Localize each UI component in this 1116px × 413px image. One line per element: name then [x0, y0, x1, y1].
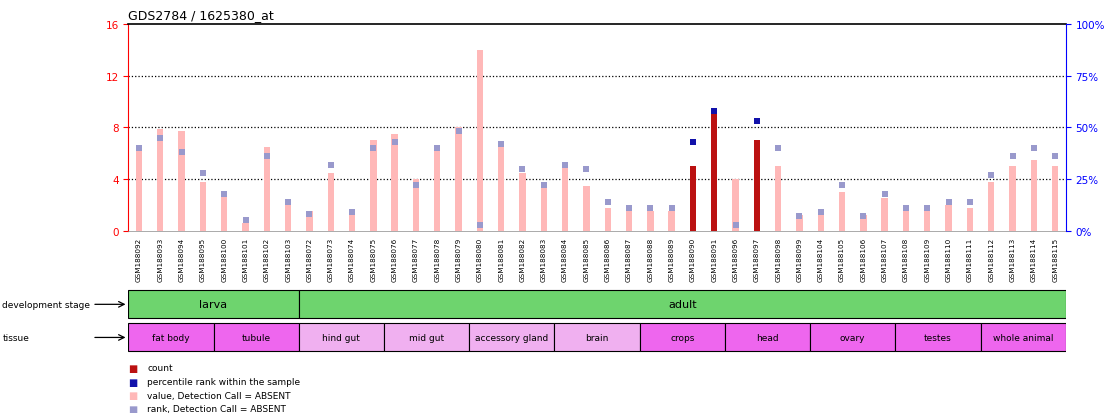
Bar	[299, 291, 1066, 318]
Bar	[434, 147, 441, 231]
Text: larva: larva	[200, 299, 228, 310]
Bar	[903, 212, 910, 231]
Bar	[924, 212, 931, 231]
Bar	[668, 212, 675, 231]
Bar	[711, 115, 718, 231]
Bar	[306, 212, 312, 231]
Bar	[895, 324, 981, 351]
Bar	[966, 208, 973, 231]
Bar	[519, 173, 526, 231]
Bar	[647, 212, 654, 231]
Bar	[221, 195, 228, 231]
Bar	[690, 167, 696, 231]
Text: crops: crops	[670, 333, 694, 342]
Text: ■: ■	[128, 404, 137, 413]
Bar	[128, 291, 299, 318]
Bar	[818, 212, 824, 231]
Text: ■: ■	[128, 363, 137, 373]
Bar	[775, 167, 781, 231]
Bar	[988, 182, 994, 231]
Bar	[349, 212, 355, 231]
Bar	[213, 324, 299, 351]
Bar	[639, 324, 725, 351]
Bar	[540, 186, 547, 231]
Bar	[371, 141, 376, 231]
Text: development stage: development stage	[2, 300, 90, 309]
Text: hind gut: hind gut	[323, 333, 360, 342]
Bar	[413, 180, 420, 231]
Bar	[498, 147, 504, 231]
Bar	[981, 324, 1066, 351]
Text: ovary: ovary	[840, 333, 866, 342]
Bar	[392, 135, 398, 231]
Bar	[945, 206, 952, 231]
Text: tubule: tubule	[241, 333, 271, 342]
Bar	[179, 132, 185, 231]
Bar	[136, 147, 142, 231]
Bar	[753, 141, 760, 231]
Bar	[796, 216, 802, 231]
Bar	[882, 199, 888, 231]
Text: rank, Detection Call = ABSENT: rank, Detection Call = ABSENT	[147, 404, 286, 413]
Bar	[384, 324, 469, 351]
Text: count: count	[147, 363, 173, 373]
Text: head: head	[757, 333, 779, 342]
Text: ■: ■	[128, 377, 137, 387]
Bar	[128, 324, 213, 351]
Bar	[1009, 167, 1016, 231]
Bar	[725, 324, 810, 351]
Bar	[242, 223, 249, 231]
Bar	[328, 173, 334, 231]
Bar	[561, 167, 568, 231]
Bar	[605, 208, 610, 231]
Text: GDS2784 / 1625380_at: GDS2784 / 1625380_at	[128, 9, 275, 22]
Bar	[477, 51, 483, 231]
Text: percentile rank within the sample: percentile rank within the sample	[147, 377, 300, 386]
Bar	[455, 128, 462, 231]
Bar	[299, 324, 384, 351]
Bar	[285, 203, 291, 231]
Text: value, Detection Call = ABSENT: value, Detection Call = ABSENT	[147, 391, 291, 400]
Text: fat body: fat body	[152, 333, 190, 342]
Bar	[469, 324, 555, 351]
Bar	[157, 129, 163, 231]
Bar	[626, 212, 632, 231]
Bar	[1052, 167, 1058, 231]
Bar	[839, 192, 845, 231]
Bar	[584, 186, 589, 231]
Bar	[555, 324, 639, 351]
Bar	[810, 324, 895, 351]
Bar	[1031, 160, 1037, 231]
Text: adult: adult	[668, 299, 696, 310]
Text: testes: testes	[924, 333, 952, 342]
Text: tissue: tissue	[2, 333, 29, 342]
Text: whole animal: whole animal	[993, 333, 1054, 342]
Text: accessory gland: accessory gland	[475, 333, 548, 342]
Text: brain: brain	[586, 333, 608, 342]
Text: mid gut: mid gut	[410, 333, 444, 342]
Bar	[860, 216, 866, 231]
Bar	[200, 182, 206, 231]
Bar	[732, 180, 739, 231]
Text: ■: ■	[128, 390, 137, 400]
Bar	[263, 147, 270, 231]
